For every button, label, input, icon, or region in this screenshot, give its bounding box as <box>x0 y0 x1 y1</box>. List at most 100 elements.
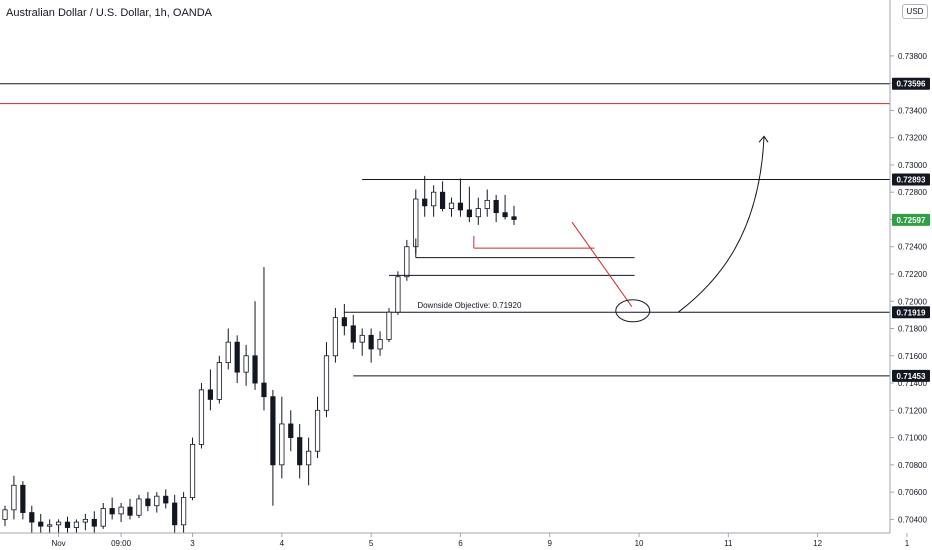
price-tick-label: 0.70600 <box>898 488 927 497</box>
drawing-tools: Downside Objective: 0.71920 <box>388 135 769 323</box>
candle-body <box>377 339 383 350</box>
candle-body <box>127 506 133 516</box>
candle <box>189 437 196 501</box>
candle <box>359 328 365 356</box>
candle <box>234 335 240 384</box>
candle-body <box>279 423 285 466</box>
time-tick-label: 9 <box>548 539 553 548</box>
candle <box>475 197 481 225</box>
candle-body <box>172 502 178 526</box>
price-tick-label: 0.73800 <box>898 52 927 61</box>
time-tick-label: 12 <box>813 539 822 548</box>
candle-body <box>145 498 151 507</box>
candle-body <box>207 389 213 400</box>
candle-body <box>395 276 401 313</box>
price-tick-label: 0.72200 <box>898 270 927 279</box>
candle <box>314 396 321 459</box>
time-tick-label: 3 <box>190 539 195 548</box>
price-level-label: 0.71919 <box>897 308 926 317</box>
price-tick-label: 0.71600 <box>898 352 927 361</box>
candle-body <box>154 495 160 507</box>
candle-body <box>118 506 124 515</box>
candle <box>404 239 410 281</box>
candle <box>38 513 44 533</box>
candle <box>243 344 249 386</box>
price-level-label: 0.72597 <box>897 216 926 225</box>
candle-body <box>91 518 97 527</box>
candle-body <box>136 498 142 516</box>
candle-body <box>261 382 267 398</box>
candle <box>11 475 17 520</box>
candle <box>216 355 222 404</box>
candle <box>306 437 312 486</box>
time-tick-label: 11 <box>724 539 733 548</box>
price-tick-label: 0.71000 <box>898 434 927 443</box>
price-tick-label: 0.71800 <box>898 325 927 334</box>
candle-body <box>306 450 312 466</box>
price-level-tag <box>892 173 930 186</box>
candle <box>511 205 517 225</box>
candle-body <box>234 341 240 373</box>
candle-body <box>47 524 53 527</box>
time-tick-label: 09:00 <box>111 539 132 548</box>
candle <box>448 197 455 217</box>
horizontal-levels <box>0 83 890 377</box>
candle-body <box>493 199 499 214</box>
price-level-tag <box>892 306 930 319</box>
candle <box>279 396 285 479</box>
candle-body <box>189 443 196 498</box>
candle-body <box>2 509 8 520</box>
time-tick-label: Nov <box>51 539 65 548</box>
candle-body <box>386 311 392 340</box>
time-tick-label: 4 <box>280 539 285 548</box>
price-level-label: 0.71453 <box>897 372 926 381</box>
time-tick-label: 5 <box>369 539 374 548</box>
candle-body <box>457 202 464 211</box>
candle-body <box>270 396 276 466</box>
candle-body <box>20 484 26 513</box>
price-level-label: 0.73596 <box>897 80 926 89</box>
candle <box>55 519 62 533</box>
candle-body <box>323 355 330 411</box>
price-tick-label: 0.71400 <box>898 379 927 388</box>
candle-body <box>109 508 115 515</box>
candle <box>109 497 115 520</box>
candle-body <box>466 209 472 218</box>
candle-body <box>511 216 517 220</box>
price-tick-label: 0.73200 <box>898 134 927 143</box>
candle-body <box>475 208 481 218</box>
candle <box>368 328 374 363</box>
currency-button[interactable]: USD <box>902 4 928 19</box>
candle <box>466 186 472 223</box>
candle <box>395 271 401 315</box>
candle-body <box>341 317 347 327</box>
candle-body <box>502 212 508 218</box>
candle <box>47 519 53 533</box>
price-level-tag <box>892 369 930 382</box>
candle-body <box>484 199 490 209</box>
candle-body <box>431 191 437 207</box>
time-tick-label: 6 <box>458 539 463 548</box>
candle <box>29 505 35 533</box>
candle <box>377 331 383 356</box>
candle-body <box>11 484 17 511</box>
candle-body <box>332 317 339 357</box>
price-tick-label: 0.70400 <box>898 515 927 524</box>
candle-body <box>448 202 455 209</box>
price-tick-label: 0.70800 <box>898 461 927 470</box>
candle-body <box>314 409 321 452</box>
candle <box>297 423 303 479</box>
upside-arrow-head <box>758 135 769 143</box>
price-level-label: 0.72893 <box>897 176 926 185</box>
candle <box>145 492 151 512</box>
candle <box>163 489 169 509</box>
price-tick-label: 0.72000 <box>898 297 927 306</box>
price-level-tag <box>892 77 930 90</box>
candle-body <box>297 437 303 466</box>
price-tick-label: 0.71200 <box>898 406 927 415</box>
downside-projection-line <box>571 221 633 308</box>
price-level-tag <box>892 213 930 226</box>
candlesticks <box>2 175 517 533</box>
candle-body <box>55 521 62 526</box>
